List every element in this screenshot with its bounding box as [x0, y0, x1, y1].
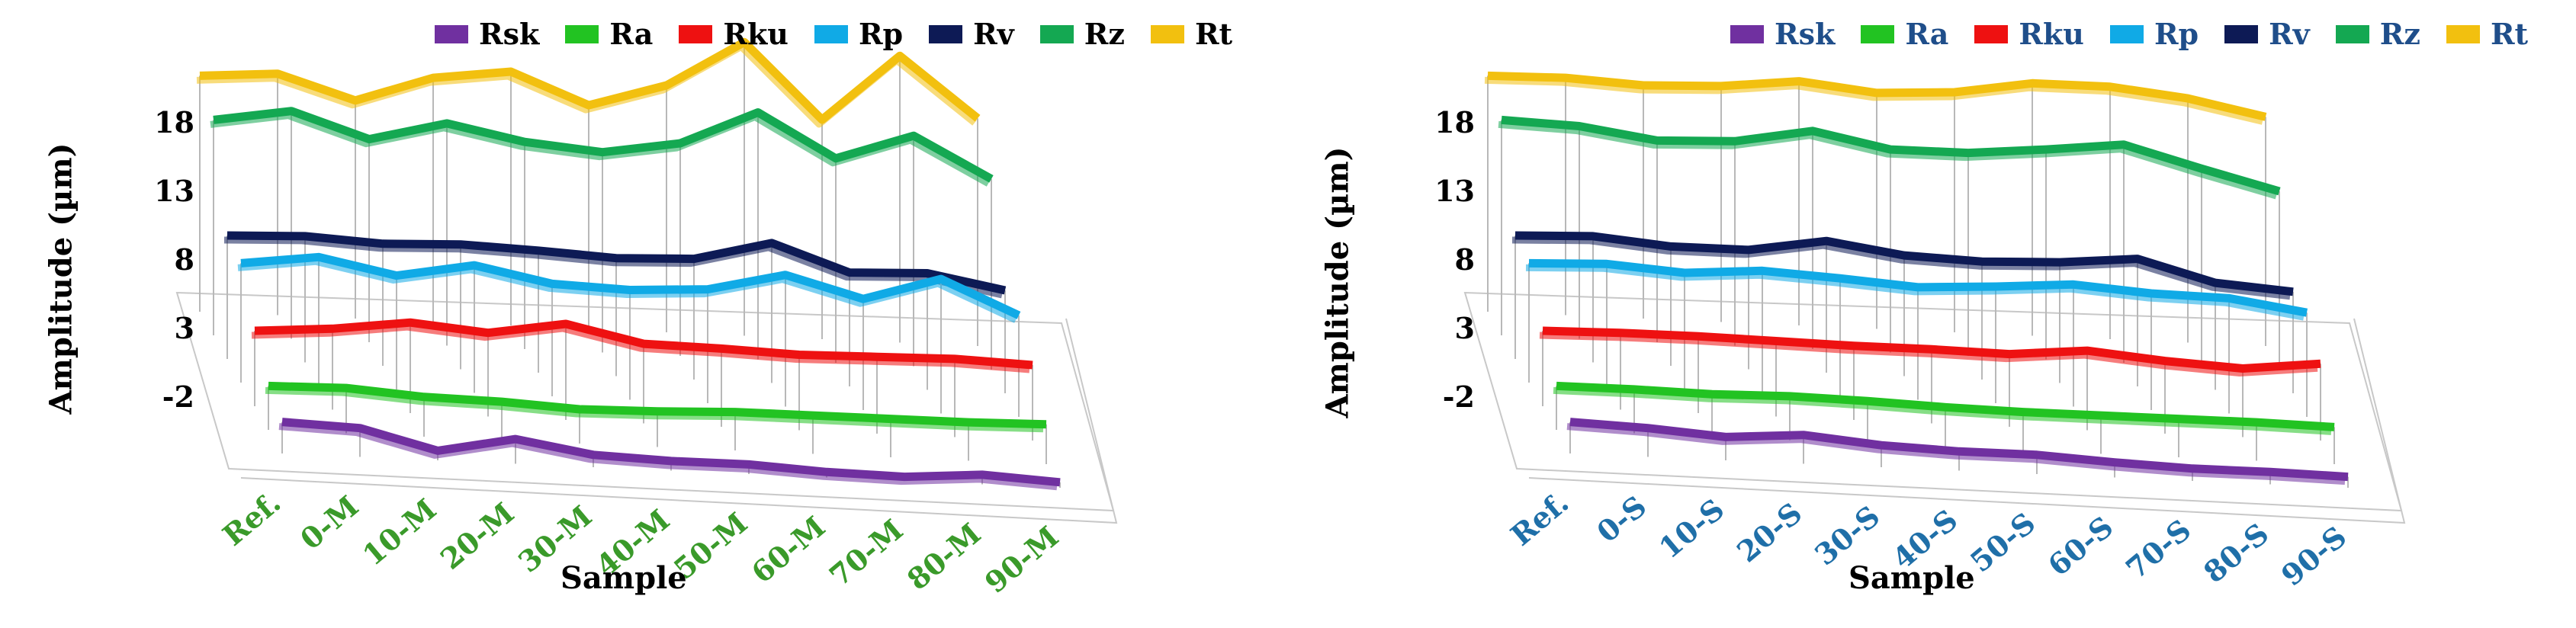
y-axis-title: Amplitude (µm) [43, 143, 79, 415]
legend-item-rsk: Rsk [1730, 17, 1835, 51]
series-line-rsk [1569, 418, 2349, 482]
legend-swatch-rz [1039, 24, 1074, 43]
legend-item-rt: Rt [2446, 17, 2528, 51]
series-ribbon-rv [223, 236, 1003, 299]
surface-roughness-chart-s: -2 3 8 13 18 Ref. 0-S 10-S 20-S 30-S 40-S 50-S 60-S 7… [1288, 0, 2576, 628]
series-line-ra [1556, 381, 2335, 431]
legend-item-rsk: Rsk [435, 17, 539, 51]
series-line-rku [1542, 326, 2321, 373]
legend-swatch-rv [929, 24, 963, 43]
series-ribbon-rt [1484, 76, 2264, 125]
series-line-rv [226, 231, 1007, 295]
legend-label: Rz [1084, 17, 1125, 51]
y-tick-label: 13 [1434, 174, 1475, 208]
series-line-rt [199, 37, 981, 124]
legend-label: Ra [1905, 17, 1949, 51]
y-tick-label: 18 [1434, 105, 1475, 139]
legend-label: Rku [723, 17, 789, 51]
legend: Rsk Ra Rku Rp Rv Rz Rt [1730, 17, 2554, 51]
series-ribbon-ra [265, 386, 1044, 433]
legend-label: Rz [2379, 17, 2420, 51]
chart-plot-area [175, 37, 1118, 524]
series-ribbon-rsk [278, 423, 1058, 491]
legend-label: Rku [2019, 17, 2084, 51]
series-ribbon-rsk [1566, 423, 2346, 485]
legend-swatch-rku [679, 24, 713, 43]
y-tick-label: 3 [1454, 311, 1475, 345]
legend-swatch-rt [2446, 24, 2480, 43]
legend-item-ra: Ra [565, 17, 653, 51]
legend-label: Rp [2154, 17, 2199, 51]
legend-item-ra: Ra [1861, 17, 1948, 51]
legend-swatch-rp [814, 24, 848, 43]
legend-swatch-rsk [435, 24, 468, 43]
series-line-rz [213, 107, 994, 183]
series-line-rv [1514, 231, 2294, 296]
legend: Rsk Ra Rku Rp Rv Rz Rt [435, 17, 1258, 51]
legend-label: Ra [609, 17, 654, 51]
series-ribbon-rz [1498, 120, 2278, 200]
floor-plane [1463, 291, 2403, 512]
y-axis-title: Amplitude (µm) [1319, 146, 1356, 418]
y-tick-label: 8 [1454, 242, 1475, 277]
x-axis-title: Sample [560, 560, 687, 596]
series-line-rz [1501, 115, 2281, 196]
legend-item-rku: Rku [679, 17, 789, 51]
legend-item-rv: Rv [929, 17, 1014, 51]
chart-plot-area [1463, 71, 2406, 524]
y-tick-label: -2 [1442, 380, 1475, 414]
legend-label: Rt [2490, 17, 2529, 51]
legend-swatch-rt [1150, 24, 1184, 43]
legend-label: Rv [2269, 17, 2310, 51]
legend-swatch-ra [565, 24, 599, 43]
legend-item-rt: Rt [1150, 17, 1233, 51]
legend-item-rz: Rz [2335, 17, 2420, 51]
series-ribbon-rp [1525, 264, 2305, 321]
legend-label: Rv [973, 17, 1014, 51]
y-tick-label: 13 [154, 174, 194, 208]
legend-label: Rt [1194, 17, 1233, 51]
x-axis-title: Sample [1848, 560, 1975, 596]
legend-item-rku: Rku [1974, 17, 2084, 51]
legend-label: Rp [858, 17, 904, 51]
legend-label: Rsk [479, 17, 540, 51]
legend-item-rv: Rv [2224, 17, 2310, 51]
y-tick-label: 8 [174, 242, 194, 277]
series-line-rsk [281, 418, 1061, 487]
floor-plane [175, 291, 1115, 512]
legend-item-rp: Rp [814, 17, 903, 51]
series-ribbon-ra [1553, 386, 2332, 435]
series-line-rku [254, 318, 1033, 370]
series-ribbon-rku [251, 323, 1030, 373]
series-line-rp [240, 252, 1021, 319]
series-line-rp [1528, 258, 2308, 317]
legend-item-rp: Rp [2109, 17, 2199, 51]
series-ribbon-rv [1511, 236, 2291, 300]
legend-label: Rsk [1775, 17, 1836, 51]
legend-swatch-rsk [1730, 24, 1764, 43]
legend-item-rz: Rz [1039, 17, 1125, 51]
y-tick-label: -2 [162, 380, 194, 414]
series-line-rt [1487, 71, 2267, 121]
y-tick-label: 3 [174, 311, 194, 345]
legend-swatch-rku [1974, 24, 2009, 43]
series-ribbon-rku [1539, 332, 2318, 376]
floor-edge [240, 318, 1118, 524]
surface-roughness-chart-m: -2 3 8 13 18 Ref. 0-M 10-M 20-M 30-M 40-M 50-M 60-M 7… [43, 17, 1258, 600]
legend-swatch-rp [2109, 24, 2144, 43]
floor-edge [1528, 318, 2406, 524]
series-line-ra [268, 381, 1047, 429]
y-tick-label: 18 [154, 105, 194, 139]
legend-swatch-rv [2224, 24, 2259, 43]
legend-swatch-rz [2335, 24, 2369, 43]
legend-swatch-ra [1861, 24, 1895, 43]
